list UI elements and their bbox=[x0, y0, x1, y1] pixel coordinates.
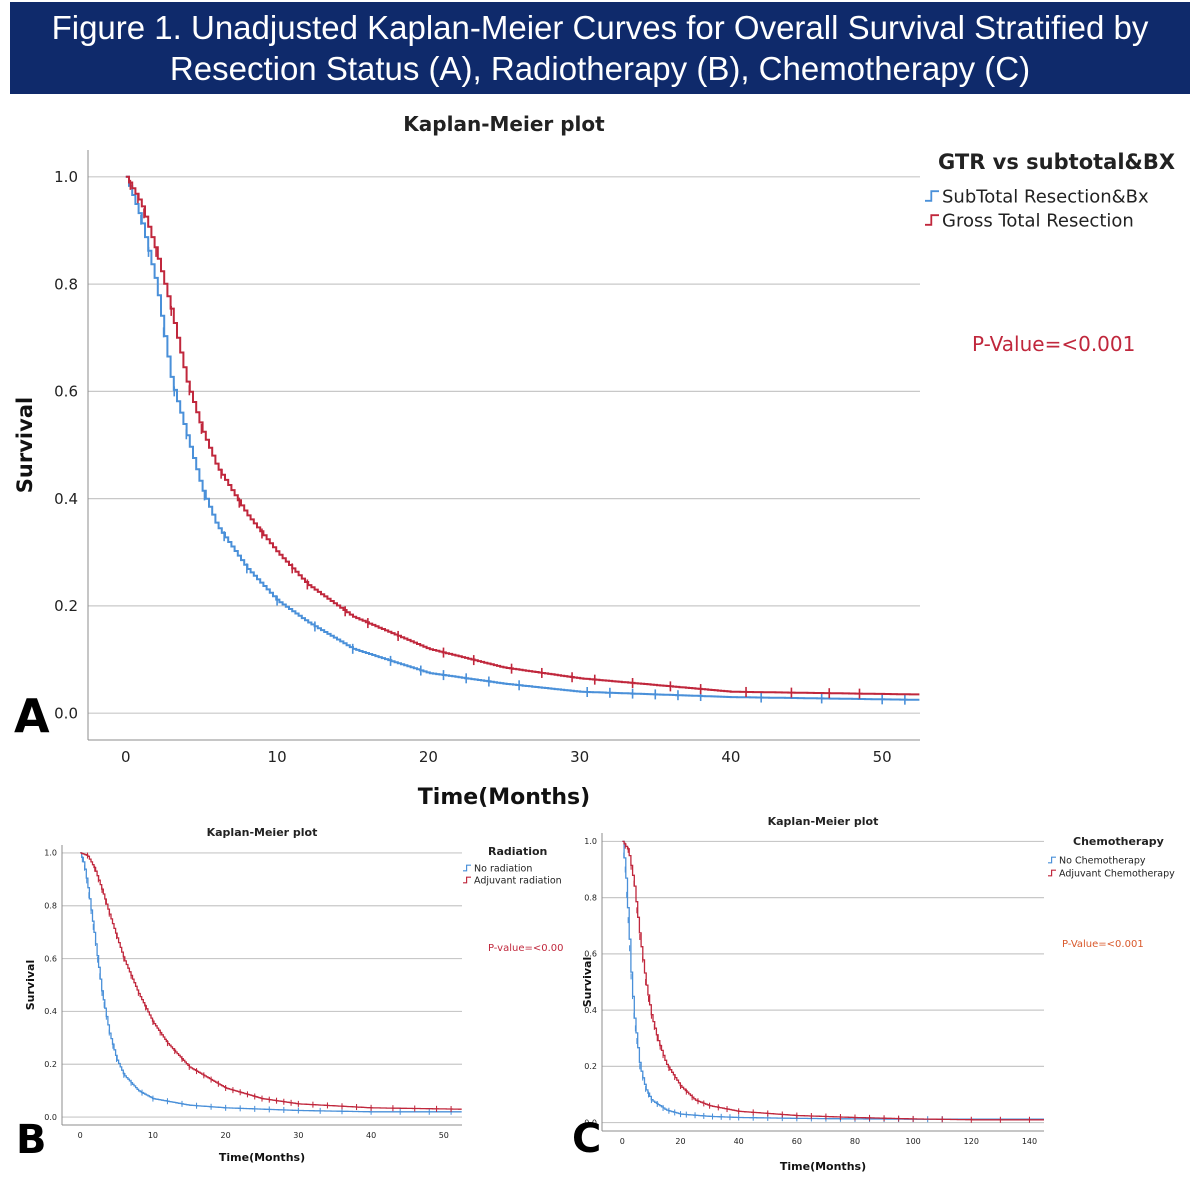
x-tick-label: 0 bbox=[121, 748, 131, 766]
y-tick-label: 0.2 bbox=[54, 597, 78, 615]
y-tick-label: 0.2 bbox=[44, 1060, 57, 1069]
y-tick-label: 1.0 bbox=[54, 168, 78, 186]
x-tick-label: 60 bbox=[792, 1137, 802, 1146]
y-tick-label: 1.0 bbox=[584, 837, 597, 846]
legend-title: GTR vs subtotal&BX bbox=[938, 150, 1175, 174]
chart-panel-c: Kaplan-Meier plot 0.0 0.2 0.4 0.6 0.8 1.0 0 20 40… bbox=[572, 815, 1175, 1173]
chart-panel-b: Kaplan-Meier plot 0.0 0.2 0.4 0.6 0.8 1.0 0 10 20… bbox=[16, 826, 564, 1164]
p-value-annotation: P-Value=<0.001 bbox=[1062, 939, 1144, 950]
y-tick-label: 0.6 bbox=[44, 954, 57, 963]
x-tick-label: 30 bbox=[570, 748, 589, 766]
legend-item-label: Gross Total Resection bbox=[942, 210, 1134, 231]
y-tick-label: 0.8 bbox=[54, 275, 78, 293]
x-tick-label: 0 bbox=[78, 1131, 83, 1140]
x-axis-label: Time(Months) bbox=[219, 1151, 305, 1164]
x-tick-label: 40 bbox=[734, 1137, 744, 1146]
p-value-annotation: P-Value=<0.001 bbox=[972, 332, 1135, 356]
y-tick-label: 0.2 bbox=[584, 1062, 597, 1071]
legend-item-label: No Chemotherapy bbox=[1059, 855, 1146, 866]
panel-letter: C bbox=[572, 1116, 601, 1162]
x-tick-label: 100 bbox=[906, 1137, 921, 1146]
panel-letter: B bbox=[16, 1117, 47, 1163]
figure-caption-line-1: Figure 1. Unadjusted Kaplan-Meier Curves… bbox=[51, 9, 1149, 46]
x-tick-label: 80 bbox=[850, 1137, 860, 1146]
x-tick-label: 40 bbox=[366, 1131, 376, 1140]
legend-swatch bbox=[925, 214, 939, 226]
chart-title: Kaplan-Meier plot bbox=[403, 112, 605, 136]
x-tick-label: 30 bbox=[293, 1131, 303, 1140]
y-tick-label: 0.4 bbox=[584, 1006, 597, 1015]
x-axis-label: Time(Months) bbox=[418, 785, 590, 810]
x-tick-label: 20 bbox=[675, 1137, 685, 1146]
legend-swatch bbox=[925, 190, 939, 202]
legend-item-label: No radiation bbox=[474, 863, 532, 874]
x-tick-label: 10 bbox=[268, 748, 287, 766]
legend-item-label: Adjuvant radiation bbox=[474, 875, 562, 886]
x-tick-label: 50 bbox=[873, 748, 892, 766]
x-tick-label: 50 bbox=[439, 1131, 449, 1140]
y-tick-label: 0.4 bbox=[44, 1007, 57, 1016]
km-curve-group1 bbox=[622, 840, 1044, 1120]
x-tick-label: 140 bbox=[1022, 1137, 1037, 1146]
x-tick-label: 120 bbox=[964, 1137, 979, 1146]
y-tick-label: 0.8 bbox=[584, 893, 597, 902]
panel-letter: A bbox=[14, 689, 50, 743]
km-curve-group2 bbox=[125, 175, 920, 696]
legend-swatch bbox=[463, 876, 471, 884]
y-axis-label: Survival bbox=[24, 960, 37, 1010]
km-curve-group1 bbox=[80, 852, 462, 1113]
y-tick-label: 0.0 bbox=[54, 704, 78, 722]
figure-caption-banner: Figure 1. Unadjusted Kaplan-Meier Curves… bbox=[10, 2, 1190, 94]
x-tick-label: 20 bbox=[221, 1131, 231, 1140]
km-curve-group2 bbox=[80, 852, 462, 1110]
y-tick-label: 0.6 bbox=[54, 383, 78, 401]
km-curve-group1 bbox=[125, 175, 920, 701]
y-axis-label: Survival bbox=[581, 957, 594, 1007]
y-axis-label: Survival bbox=[13, 397, 37, 493]
legend-title: Radiation bbox=[488, 845, 547, 858]
legend-swatch bbox=[1048, 856, 1056, 864]
y-tick-label: 0.4 bbox=[54, 490, 78, 508]
x-axis-label: Time(Months) bbox=[780, 1160, 866, 1173]
x-tick-label: 40 bbox=[721, 748, 740, 766]
y-tick-label: 0.6 bbox=[584, 950, 597, 959]
legend-title: Chemotherapy bbox=[1073, 835, 1164, 848]
chart-panel-a: Kaplan-Meier plot 0.0 0.2 0.4 0.6 0.8 1.0 0 10 20… bbox=[13, 112, 1175, 810]
y-tick-label: 0.0 bbox=[44, 1113, 57, 1122]
x-tick-label: 0 bbox=[620, 1137, 625, 1146]
legend-swatch bbox=[463, 864, 471, 872]
figure-caption-line-2: Resection Status (A), Radiotherapy (B), … bbox=[169, 50, 1031, 87]
chart-title: Kaplan-Meier plot bbox=[768, 815, 879, 828]
y-tick-label: 1.0 bbox=[44, 849, 57, 858]
legend-item-label: SubTotal Resection&Bx bbox=[942, 186, 1149, 207]
legend-swatch bbox=[1048, 869, 1056, 877]
legend-item-label: Adjuvant Chemotherapy bbox=[1059, 868, 1175, 879]
y-tick-label: 0.8 bbox=[44, 902, 57, 911]
p-value-annotation: P-value=<0.00 bbox=[488, 943, 564, 954]
x-tick-label: 10 bbox=[148, 1131, 158, 1140]
chart-title: Kaplan-Meier plot bbox=[207, 826, 318, 839]
x-tick-label: 20 bbox=[419, 748, 438, 766]
y-tick-label: 0.0 bbox=[584, 1118, 597, 1127]
km-curve-group2 bbox=[622, 840, 1044, 1121]
